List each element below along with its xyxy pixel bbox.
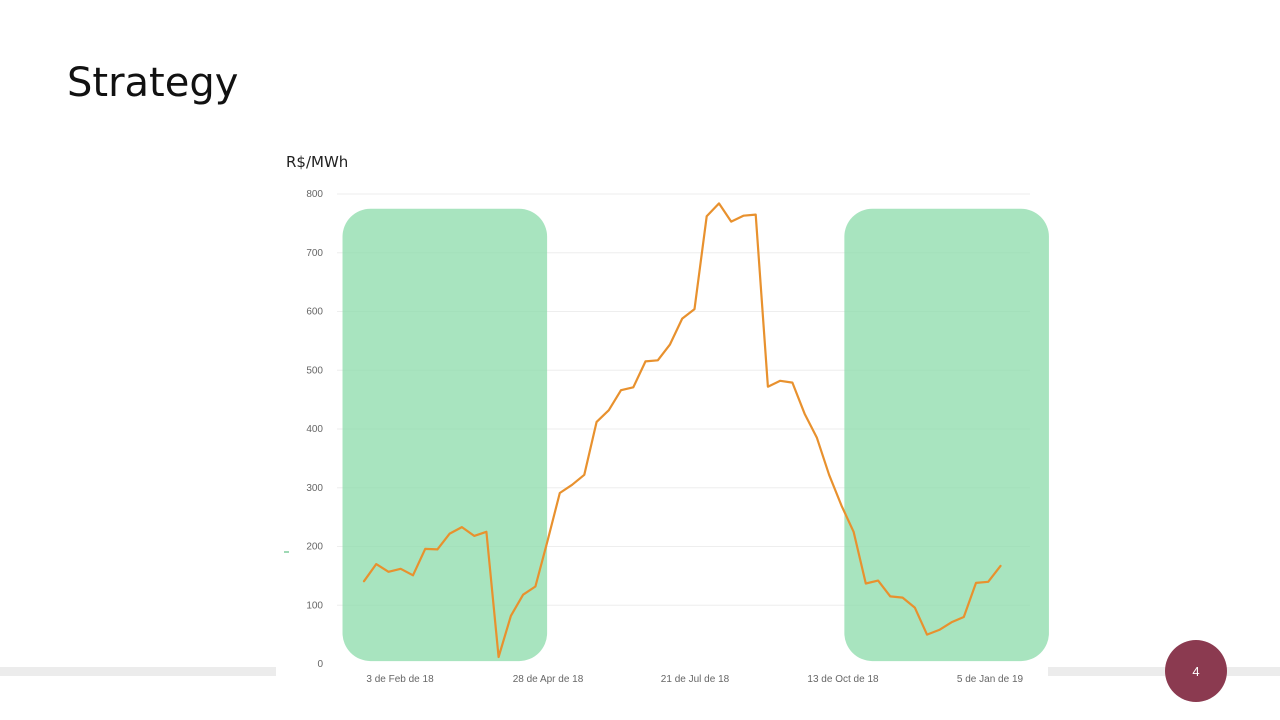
legend-dash [284,551,289,553]
slide-title: Strategy [67,60,239,106]
page-number-badge: 4 [1165,640,1227,702]
y-axis-label: R$/MWh [286,153,349,171]
chart-panel [276,140,1048,690]
